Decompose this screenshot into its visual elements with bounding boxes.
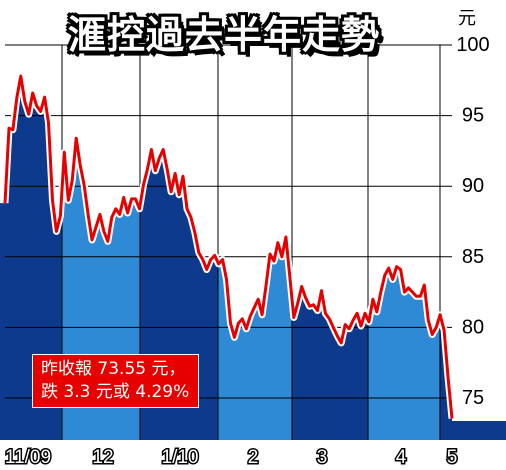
x-tick-label: 4 (396, 447, 407, 468)
annotation-line-1: 昨收報 73.55 元， (41, 359, 186, 379)
unit-label: 元 (458, 8, 476, 29)
y-tick-label: 75 (462, 387, 484, 409)
chart-title: 滙控過去半年走勢 (68, 13, 381, 57)
x-tick-label: 1/10 (162, 447, 199, 468)
close-annotation: 昨收報 73.55 元， 跌 3.3 元或 4.29% (32, 354, 200, 408)
x-tick-label: 2 (248, 447, 259, 468)
y-tick-label: 85 (462, 246, 484, 268)
y-tick-label: 90 (462, 175, 484, 197)
x-tick-label: 11/09 (5, 447, 51, 468)
x-axis-ticks: 11/09 12 1/10 2 3 4 5 (3, 446, 458, 470)
month-band (368, 266, 441, 440)
y-tick-label: 100 (456, 34, 489, 56)
x-tick-label: 5 (447, 447, 458, 468)
annotation-line-2: 跌 3.3 元或 4.29% (41, 382, 190, 402)
y-tick-label: 80 (462, 316, 484, 338)
x-tick-label: 12 (92, 447, 113, 468)
price-line (3, 74, 454, 419)
month-band (218, 237, 292, 440)
y-tick-label: 95 (462, 105, 484, 127)
month-band (452, 421, 506, 440)
price-line-group (1, 72, 456, 419)
x-tick-label: 3 (317, 447, 328, 468)
month-band (0, 76, 62, 441)
y-axis-ticks: 100 95 90 85 80 75 (456, 34, 489, 409)
month-band (292, 286, 368, 440)
